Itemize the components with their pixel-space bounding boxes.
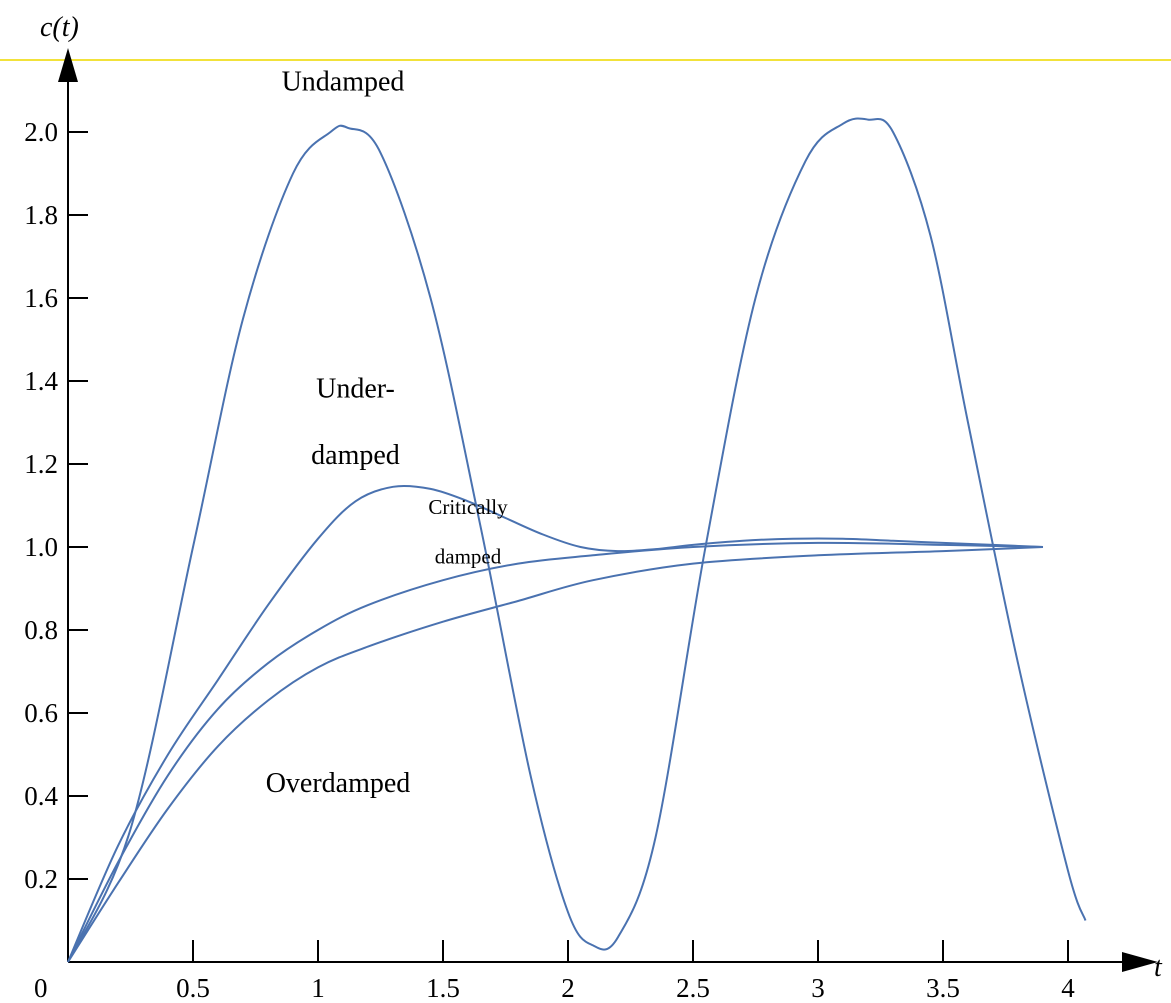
y-tick-label: 1.6: [24, 283, 58, 313]
y-tick-label: 1.2: [24, 449, 58, 479]
ticks: 0.5 1 1.5 2 2.5 3 3.5 4 0.2 0.4 0.6 0.8 1.0 1.2 1.4 1.6…: [24, 117, 1075, 1003]
annotation-label: damped: [311, 440, 400, 471]
x-axis-label: t: [1154, 952, 1163, 983]
annotation-label: Critically: [428, 495, 508, 519]
series-line-1: [67, 484, 1044, 963]
x-axis-arrow: [1122, 952, 1158, 972]
x-tick-label: 1.5: [426, 973, 460, 1003]
x-tick-label: 0.5: [176, 973, 210, 1003]
series-line-2: [67, 541, 1044, 963]
x-tick-label: 4: [1061, 973, 1075, 1003]
x-tick-label: 1: [311, 973, 325, 1003]
y-tick-label: 1.0: [24, 532, 58, 562]
curves: [67, 117, 1087, 963]
axes: [58, 48, 1158, 972]
series-line-0: [67, 117, 1087, 963]
annotation-label: Overdamped: [266, 768, 411, 799]
annotation-label: damped: [435, 545, 502, 569]
origin-label: 0: [34, 973, 48, 1003]
y-tick-label: 0.4: [24, 781, 58, 811]
y-tick-label: 0.2: [24, 864, 58, 894]
annotation-label: Undamped: [282, 67, 405, 98]
y-tick-label: 1.4: [24, 366, 58, 396]
annotations: Undamped Under-damped Critically damped Over…: [266, 67, 508, 799]
y-tick-label: 0.8: [24, 615, 58, 645]
annotation-label: Under-: [316, 374, 395, 405]
x-tick-label: 3: [811, 973, 825, 1003]
y-tick-label: 1.8: [24, 200, 58, 230]
x-tick-label: 2.5: [676, 973, 710, 1003]
y-tick-label: 2.0: [24, 117, 58, 147]
series-line-3: [67, 546, 1044, 963]
x-tick-label: 2: [561, 973, 575, 1003]
y-tick-label: 0.6: [24, 698, 58, 728]
y-axis-arrow: [58, 48, 78, 82]
x-tick-label: 3.5: [926, 973, 960, 1003]
y-axis-label: c(t): [40, 12, 79, 43]
